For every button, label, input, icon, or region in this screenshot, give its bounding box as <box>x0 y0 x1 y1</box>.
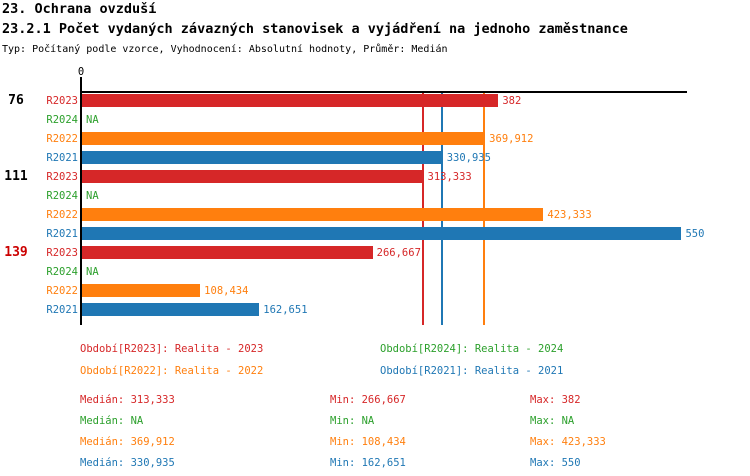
bar-value-label: 382 <box>502 95 522 107</box>
y-axis-line <box>80 77 82 325</box>
value-bar-r2023 <box>82 94 499 107</box>
stat-min: Min: NA <box>330 415 375 427</box>
value-bar-r2022 <box>82 208 544 221</box>
period-label-r2023: R2023 <box>46 171 78 183</box>
report-title: 23. Ochrana ovzduší <box>2 1 157 17</box>
legend-item-r2022: Období[R2022]: Realita - 2022 <box>80 365 264 377</box>
legend-item-r2021: Období[R2021]: Realita - 2021 <box>380 365 564 377</box>
period-label-r2022: R2022 <box>46 285 78 297</box>
stat-max: Max: 382 <box>530 394 581 406</box>
period-label-r2022: R2022 <box>46 133 78 145</box>
group-label: 139 <box>4 245 28 260</box>
bar-value-label: 108,434 <box>204 285 249 297</box>
group-label: 76 <box>8 93 24 108</box>
period-label-r2024: R2024 <box>46 114 78 126</box>
period-label-r2023: R2023 <box>46 95 78 107</box>
legend-item-r2024: Období[R2024]: Realita - 2024 <box>380 343 564 355</box>
stat-median: Medián: 369,912 <box>80 436 175 448</box>
bar-value-label: NA <box>86 114 99 126</box>
bar-value-label: NA <box>86 190 99 202</box>
bar-value-label: 423,333 <box>547 209 592 221</box>
bar-value-label: 266,667 <box>376 247 421 259</box>
bar-value-label: 313,333 <box>427 171 472 183</box>
period-label-r2021: R2021 <box>46 228 78 240</box>
bar-value-label: NA <box>86 266 99 278</box>
x-axis-zero-tick-label: 0 <box>77 66 85 78</box>
stat-median: Medián: 330,935 <box>80 457 175 469</box>
bar-value-label: 330,935 <box>446 152 491 164</box>
stat-median: Medián: NA <box>80 415 144 427</box>
bar-value-label: 369,912 <box>489 133 534 145</box>
value-bar-r2022 <box>82 132 486 145</box>
report-meta: Typ: Počítaný podle vzorce, Vyhodnocení:… <box>2 44 448 55</box>
bar-value-label: 162,651 <box>263 304 308 316</box>
stat-max: Max: NA <box>530 415 575 427</box>
value-bar-r2022 <box>82 284 201 297</box>
report-subtitle: 23.2.1 Počet vydaných závazných stanovis… <box>2 21 628 37</box>
value-bar-r2021 <box>82 303 260 316</box>
period-label-r2024: R2024 <box>46 190 78 202</box>
stat-max: Max: 550 <box>530 457 581 469</box>
group-label: 111 <box>4 169 28 184</box>
x-axis-line <box>80 91 687 93</box>
stat-min: Min: 162,651 <box>330 457 406 469</box>
period-label-r2022: R2022 <box>46 209 78 221</box>
value-bar-r2021 <box>82 227 682 240</box>
value-bar-r2023 <box>82 170 424 183</box>
stat-max: Max: 423,333 <box>530 436 606 448</box>
stat-min: Min: 266,667 <box>330 394 406 406</box>
period-label-r2024: R2024 <box>46 266 78 278</box>
period-label-r2023: R2023 <box>46 247 78 259</box>
bar-chart: 0 76 R2023 382 R2024 NA R2022 369,912 R2021 330,… <box>4 66 705 325</box>
bar-value-label: 550 <box>685 228 705 240</box>
stat-min: Min: 108,434 <box>330 436 406 448</box>
period-label-r2021: R2021 <box>46 304 78 316</box>
legend-item-r2023: Období[R2023]: Realita - 2023 <box>80 343 264 355</box>
value-bar-r2021 <box>82 151 443 164</box>
period-label-r2021: R2021 <box>46 152 78 164</box>
stat-median: Medián: 313,333 <box>80 394 175 406</box>
value-bar-r2023 <box>82 246 373 259</box>
